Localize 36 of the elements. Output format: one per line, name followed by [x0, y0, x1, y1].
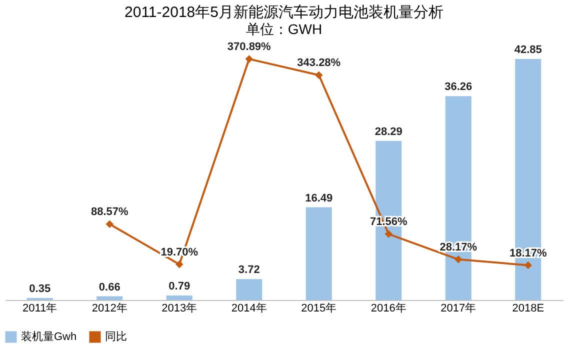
point [106, 220, 114, 228]
point [315, 71, 323, 80]
data-label: 0.79 [168, 280, 190, 293]
data-label: 88.57% [90, 206, 128, 218]
data-label: 0.66 [98, 281, 120, 294]
data-label: 28.17% [440, 241, 478, 254]
point [245, 55, 253, 63]
point [454, 256, 462, 264]
chart-subtitle: 单位：GWH [246, 21, 322, 37]
x-tick-label: 2013年 [162, 302, 198, 314]
data-label: 16.49 [305, 192, 333, 204]
x-tick-label: 2018E [512, 302, 544, 314]
bar [236, 279, 262, 300]
data-label: 28.29 [374, 126, 402, 138]
x-tick-label: 2017年 [440, 302, 476, 314]
legend-label: 同比 [105, 330, 127, 343]
chart-title: 2011-2018年5月新能源汽车动力电池装机量分析 [124, 4, 444, 21]
bar [166, 296, 192, 300]
point [524, 261, 532, 270]
point [384, 230, 392, 238]
data-label: 0.35 [29, 283, 51, 296]
x-tick-label: 2015年 [301, 302, 337, 314]
x-tick-label: 2012年 [92, 302, 128, 314]
x-tick-label: 2014年 [231, 302, 267, 314]
bar [306, 207, 332, 300]
legend-label: 装机量Gwh [21, 330, 77, 343]
x-tick-label: 2016年 [370, 302, 406, 314]
data-label: 3.72 [238, 264, 260, 276]
point [176, 260, 184, 268]
data-label: 343.28% [297, 57, 341, 70]
data-label: 42.85 [514, 44, 542, 56]
data-label: 18.17% [509, 247, 547, 260]
data-label: 36.26 [444, 81, 472, 94]
x-tick-label: 2011年 [22, 302, 58, 314]
bar [96, 296, 123, 300]
data-label: 370.89% [227, 41, 272, 53]
